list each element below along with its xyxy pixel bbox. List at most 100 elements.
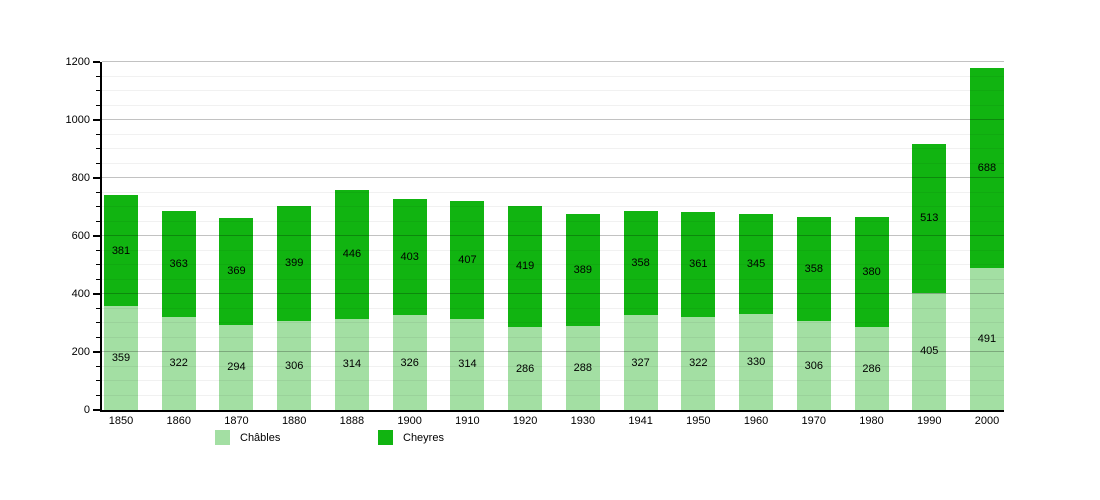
minor-ytick-900 xyxy=(96,148,100,149)
bar-1870: 294 369 xyxy=(219,217,254,410)
bar-segment-cheyres-1960 xyxy=(739,214,774,315)
bar-value-châbles-1970: 306 xyxy=(804,359,823,372)
bar-value-cheyres-1930: 389 xyxy=(573,264,593,277)
major-gridline-1200 xyxy=(102,61,1004,62)
minor-ytick-450 xyxy=(96,278,100,280)
x-axis-label-2000: 2000 xyxy=(974,415,1000,427)
y-axis-label-200: 200 xyxy=(71,346,90,358)
minor-gridline-150 xyxy=(102,365,1004,367)
minor-gridline-750 xyxy=(102,191,1004,193)
bar-segment-cheyres-1930 xyxy=(565,213,600,327)
bar-value-cheyres-1990: 513 xyxy=(920,212,939,225)
minor-gridline-1100 xyxy=(102,90,1004,91)
bar-segment-châbles-2000 xyxy=(969,267,1004,410)
bar-segment-cheyres-1950 xyxy=(681,211,716,317)
major-ytick-0 xyxy=(93,409,100,411)
major-ytick-400 xyxy=(93,293,100,295)
bar-value-châbles-1888: 314 xyxy=(342,358,362,371)
major-ytick-200 xyxy=(93,351,100,353)
minor-ytick-500 xyxy=(96,264,100,265)
bar-value-cheyres-1910: 407 xyxy=(458,253,477,266)
bar-value-châbles-1990: 405 xyxy=(920,345,939,358)
minor-gridline-100 xyxy=(102,380,1004,381)
bar-segment-cheyres-1870 xyxy=(219,217,254,325)
minor-ytick-250 xyxy=(96,336,100,338)
bar-1960: 330 345 xyxy=(739,214,774,410)
bar-value-châbles-1941: 327 xyxy=(631,356,650,369)
major-gridline-400 xyxy=(102,293,1004,294)
minor-ytick-300 xyxy=(96,322,100,323)
bar-value-châbles-1860: 322 xyxy=(169,357,188,370)
bar-segment-châbles-1900 xyxy=(392,315,427,410)
bar-1920: 286 419 xyxy=(508,205,543,410)
bar-segment-cheyres-1920 xyxy=(508,205,543,328)
x-axis-label-1990: 1990 xyxy=(917,415,942,427)
bar-1880: 306 399 xyxy=(277,205,312,410)
y-axis-label-1200: 1200 xyxy=(65,56,90,68)
bar-1900: 326 403 xyxy=(392,198,427,410)
minor-gridline-1150 xyxy=(102,75,1004,77)
minor-gridline-900 xyxy=(102,148,1004,149)
major-gridline-600 xyxy=(102,235,1004,236)
minor-gridline-500 xyxy=(102,264,1004,265)
minor-ytick-1150 xyxy=(96,75,100,77)
bar-segment-châbles-1880 xyxy=(277,321,312,410)
bar-segment-châbles-1960 xyxy=(739,314,774,410)
minor-gridline-350 xyxy=(102,307,1004,309)
chables-swatch xyxy=(215,430,230,445)
bar-1980: 286 380 xyxy=(854,216,889,410)
bar-value-cheyres-1970: 358 xyxy=(804,263,823,276)
minor-ytick-1100 xyxy=(96,90,100,91)
bar-value-châbles-1850: 359 xyxy=(111,351,131,364)
bar-segment-châbles-1930 xyxy=(565,326,600,410)
minor-gridline-450 xyxy=(102,278,1004,280)
bar-segment-châbles-1920 xyxy=(508,327,543,410)
minor-ytick-850 xyxy=(96,162,100,164)
bar-1930: 288 389 xyxy=(565,213,600,410)
bar-1860: 322 363 xyxy=(161,211,196,410)
minor-ytick-750 xyxy=(96,191,100,193)
minor-ytick-150 xyxy=(96,365,100,367)
x-axis-label-1920: 1920 xyxy=(512,415,538,427)
y-axis-label-0: 0 xyxy=(83,404,90,416)
bar-segment-cheyres-1980 xyxy=(854,216,889,328)
major-gridline-200 xyxy=(102,351,1004,352)
minor-gridline-700 xyxy=(102,206,1004,207)
bar-segment-châbles-1870 xyxy=(219,324,254,410)
x-axis-label-1970: 1970 xyxy=(801,415,827,427)
bar-value-châbles-1930: 288 xyxy=(573,362,593,375)
bar-segment-châbles-1970 xyxy=(796,321,831,410)
bar-segment-châbles-1941 xyxy=(623,315,658,410)
major-ytick-1000 xyxy=(93,119,100,121)
bar-segment-châbles-1980 xyxy=(854,327,889,410)
bar-segment-châbles-1888 xyxy=(334,318,369,410)
bar-segment-châbles-1950 xyxy=(681,316,716,410)
bar-segment-châbles-1910 xyxy=(450,318,485,410)
bar-segment-châbles-1860 xyxy=(161,316,196,410)
minor-ytick-650 xyxy=(96,220,100,222)
bar-segment-cheyres-1990 xyxy=(912,143,947,293)
major-gridline-1000 xyxy=(102,119,1004,120)
bar-segment-cheyres-1850 xyxy=(104,195,138,306)
bar-value-châbles-1900: 326 xyxy=(400,356,419,369)
minor-gridline-850 xyxy=(102,162,1004,164)
plot-area: 359 381 1850 322 363 1860 294 369 1870 306 399 1880… xyxy=(66,56,1004,427)
bar-value-cheyres-1860: 363 xyxy=(169,258,188,270)
x-axis-label-1880: 1880 xyxy=(281,415,307,427)
major-ytick-1200 xyxy=(93,61,100,63)
minor-gridline-250 xyxy=(102,336,1004,338)
minor-ytick-700 xyxy=(96,206,100,207)
legend-label-cheyres: Cheyres xyxy=(403,431,444,444)
bar-segment-cheyres-1880 xyxy=(277,205,312,322)
bar-1850: 359 381 xyxy=(104,195,138,410)
minor-ytick-350 xyxy=(96,307,100,309)
bar-value-cheyres-1960: 345 xyxy=(746,258,766,271)
bar-value-châbles-1920: 286 xyxy=(515,362,535,375)
bar-value-cheyres-1870: 369 xyxy=(227,265,246,278)
minor-gridline-50 xyxy=(102,394,1004,396)
bar-segment-cheyres-1970 xyxy=(796,217,831,322)
minor-gridline-300 xyxy=(102,322,1004,323)
minor-ytick-50 xyxy=(96,394,100,396)
bar-1970: 306 358 xyxy=(796,217,831,410)
